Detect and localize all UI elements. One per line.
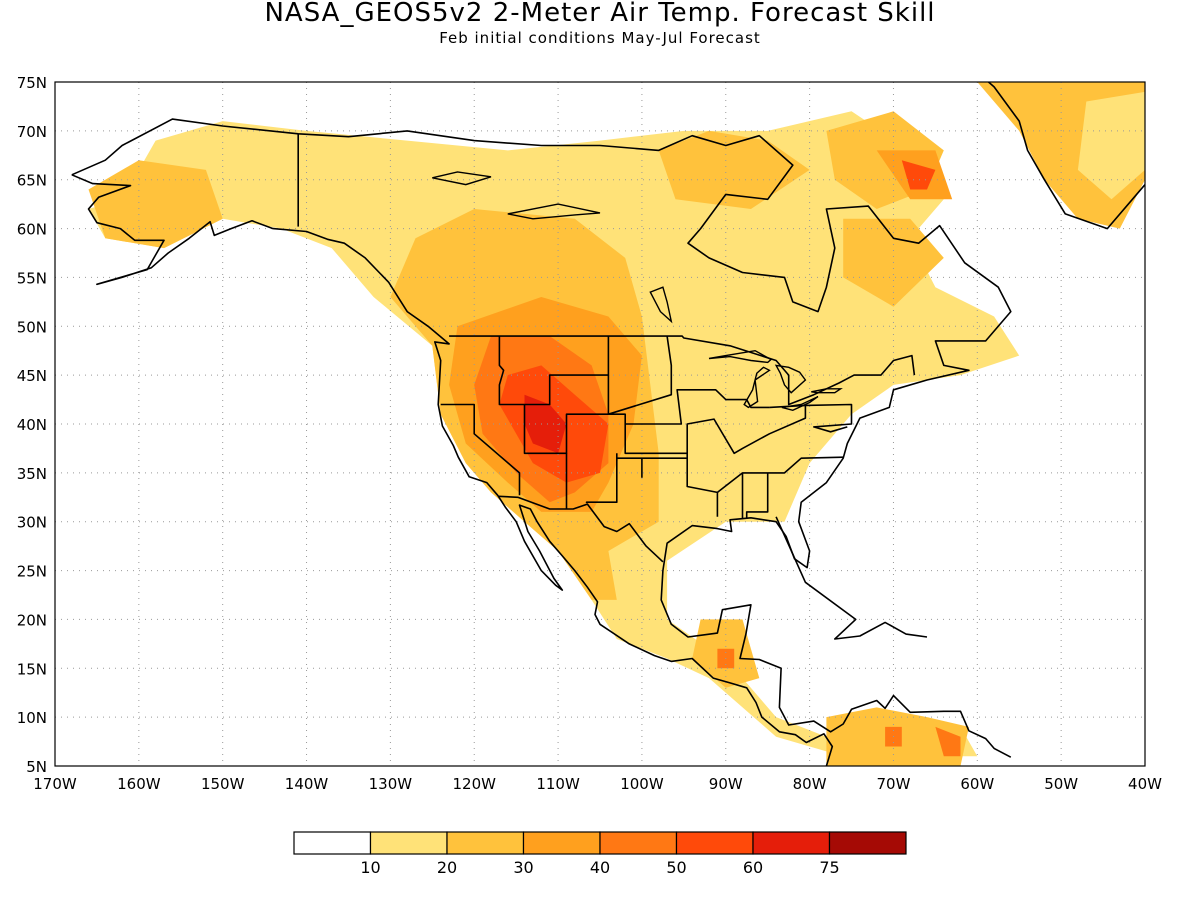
colorbar-swatch-0: [293, 831, 372, 855]
lat-tick-label: 45N: [17, 367, 47, 385]
lat-tick-label: 50N: [17, 318, 47, 336]
lat-tick-label: 15N: [17, 660, 47, 678]
lat-tick-label: 5N: [26, 758, 47, 776]
colorbar-label: 40: [590, 858, 610, 877]
skill-region-16: [524, 394, 567, 454]
plot-frame: [54, 81, 1146, 767]
lon-tick-label: 120W: [452, 775, 496, 793]
lake-outline: [811, 388, 843, 394]
lon-tick-label: 150W: [201, 775, 245, 793]
lat-tick-label: 70N: [17, 123, 47, 141]
lat-tick-label: 20N: [17, 611, 47, 629]
colorbar-swatch-4: [599, 831, 678, 855]
latitude-labels: 75N 70N 65N 60N 55N 50N 45N 40N 35N 30N 25N 20N 15N 1…: [17, 74, 47, 776]
colorbar-swatch-2: [446, 831, 525, 855]
lat-tick-label: 75N: [17, 74, 47, 92]
coastline-segment: [585, 453, 618, 504]
lat-tick-label: 35N: [17, 465, 47, 483]
skill-region-3: [658, 130, 810, 209]
lat-tick-label: 60N: [17, 221, 47, 239]
chart-title: NASA_GEOS5v2 2-Meter Air Temp. Forecast …: [264, 0, 936, 28]
colorbar-swatch-5: [675, 831, 754, 855]
coastline-segment: [71, 118, 1012, 758]
skill-region-18: [1077, 91, 1145, 200]
coastline-segment: [449, 335, 916, 406]
skill-region-13: [935, 726, 961, 757]
coastline-segment: [686, 404, 807, 455]
colorbar-swatch-7: [828, 831, 907, 855]
lon-tick-label: 50W: [1044, 775, 1078, 793]
coastline-segment: [745, 399, 770, 409]
lat-tick-label: 25N: [17, 563, 47, 581]
coastline-layer: [71, 82, 1145, 766]
coastline-segment: [607, 335, 673, 416]
lon-tick-label: 140W: [285, 775, 329, 793]
lon-tick-label: 170W: [33, 775, 77, 793]
colorbar-label: 30: [513, 858, 533, 877]
coastline-segment: [440, 403, 521, 496]
skill-region-1: [88, 160, 223, 249]
lat-tick-label: 10N: [17, 709, 47, 727]
coastline-segment: [745, 472, 769, 519]
lon-tick-label: 70W: [877, 775, 911, 793]
lake-outline: [649, 286, 673, 324]
coastline-segment: [71, 174, 834, 766]
colorbar-label: 10: [360, 858, 380, 877]
skill-region-15: [901, 160, 936, 190]
lake-outline: [708, 349, 773, 364]
lat-tick-label: 30N: [17, 514, 47, 532]
colorbar-label: 60: [743, 858, 763, 877]
lon-tick-label: 90W: [709, 775, 743, 793]
lat-tick-label: 55N: [17, 269, 47, 287]
coastline-segment: [769, 403, 853, 433]
coastline-segment: [498, 336, 610, 406]
skill-shading-layer: [88, 82, 1145, 766]
coastline-segment: [641, 457, 688, 478]
lon-tick-label: 40W: [1128, 775, 1162, 793]
lon-tick-label: 100W: [620, 775, 664, 793]
colorbar-label: 20: [437, 858, 457, 877]
coastline-segment: [625, 388, 747, 425]
lake-outline: [432, 171, 492, 186]
chart-subtitle: Feb initial conditions May-Jul Forecast: [439, 29, 761, 47]
lake-outline: [781, 395, 819, 412]
longitude-labels: 170W 160W 150W 140W 130W 120W 110W 100W 90W 80W 70…: [33, 775, 1162, 793]
lat-tick-label: 65N: [17, 172, 47, 190]
lat-tick-label: 40N: [17, 416, 47, 434]
lake-outline: [507, 203, 601, 220]
lon-tick-label: 80W: [793, 775, 827, 793]
colorbar-swatch-6: [752, 831, 831, 855]
lon-tick-label: 110W: [536, 775, 580, 793]
colorbar-swatch-1: [369, 831, 448, 855]
colorbar-swatch-3: [522, 831, 601, 855]
lon-tick-label: 60W: [960, 775, 994, 793]
coastline-segment: [498, 495, 664, 563]
lon-tick-label: 130W: [369, 775, 413, 793]
lon-tick-label: 160W: [117, 775, 161, 793]
coastline-segment: [716, 456, 844, 494]
coastline-segment: [523, 404, 719, 517]
coastline-segment: [775, 516, 928, 640]
gridlines: [55, 82, 1145, 766]
colorbar-label: 75: [819, 858, 839, 877]
colorbar-label: 50: [666, 858, 686, 877]
coastline-segment: [987, 82, 1145, 230]
lake-outline: [774, 364, 807, 394]
colorbar: 10 20 30 40 50 60 75: [293, 831, 907, 877]
lake-outline: [743, 366, 771, 409]
